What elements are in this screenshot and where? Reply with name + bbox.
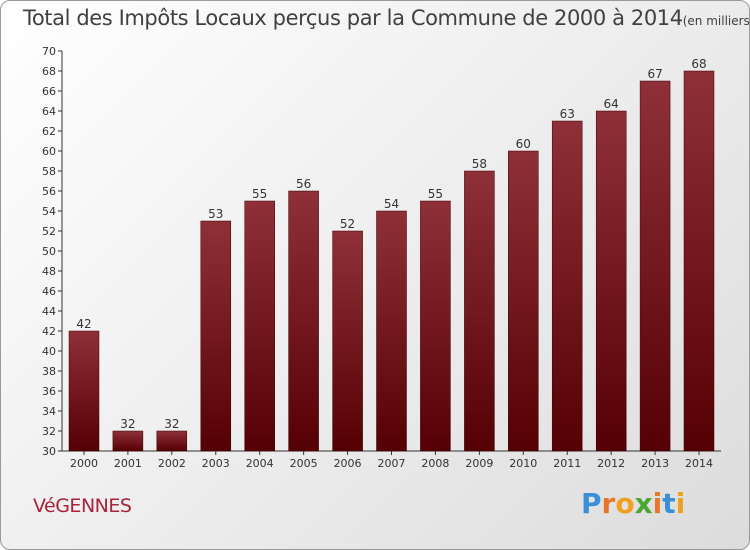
bar-2008	[420, 200, 451, 452]
brand-letter: t	[662, 487, 676, 520]
value-label-2010: 60	[516, 137, 531, 151]
y-tick-label: 38	[42, 365, 56, 378]
bar-2012	[595, 110, 627, 452]
x-tick-label-2009: 2009	[465, 457, 493, 470]
brand-letter: i	[652, 487, 663, 520]
bar-2005	[288, 190, 319, 452]
value-label-2012: 64	[604, 97, 619, 111]
value-label-2005: 56	[296, 177, 311, 191]
bar-2014	[683, 70, 715, 452]
value-label-2014: 68	[691, 57, 706, 71]
x-tick-label-2013: 2013	[641, 457, 669, 470]
y-tick-label: 42	[42, 325, 56, 338]
x-tick-label-2011: 2011	[553, 457, 581, 470]
chart-title-main: Total des Impôts Locaux perçus par la Co…	[23, 6, 683, 30]
y-tick-label: 34	[42, 405, 56, 418]
bar-2010	[508, 150, 539, 452]
y-tick-label: 46	[42, 285, 56, 298]
bar-2007	[376, 210, 407, 452]
value-label-2007: 54	[384, 197, 399, 211]
bar-2004	[244, 200, 275, 452]
value-label-2011: 63	[560, 107, 575, 121]
y-tick-label: 40	[42, 345, 56, 358]
value-label-2004: 55	[252, 187, 267, 201]
data-labels: 42 32 32 53 55 56 52 54 55 58 60 63 64 67 68	[76, 57, 706, 431]
brand-letter: x	[634, 487, 653, 520]
x-tick-label-2003: 2003	[202, 457, 230, 470]
bars	[68, 70, 715, 452]
value-label-2009: 58	[472, 157, 487, 171]
bar-2009	[464, 170, 495, 452]
y-tick-label: 60	[42, 145, 56, 158]
x-tick-label-2001: 2001	[114, 457, 142, 470]
x-tick-label-2004: 2004	[246, 457, 274, 470]
brand-letter: i	[675, 487, 686, 520]
value-label-2002: 32	[164, 417, 179, 431]
y-tick-label: 58	[42, 165, 56, 178]
value-label-2008: 55	[428, 187, 443, 201]
y-tick-label: 52	[42, 225, 56, 238]
x-tick-label-2008: 2008	[421, 457, 449, 470]
x-tick-label-2010: 2010	[509, 457, 537, 470]
y-tick-label: 50	[42, 245, 56, 258]
commune-name: VéGENNES	[33, 495, 132, 517]
y-tick-label: 36	[42, 385, 56, 398]
bar-2006	[332, 230, 363, 452]
y-tick-label: 64	[42, 105, 56, 118]
y-tick-label: 66	[42, 85, 56, 98]
y-tick-label: 44	[42, 305, 56, 318]
x-tick-label-2005: 2005	[290, 457, 318, 470]
brand-letter: r	[601, 487, 616, 520]
x-tick-label-2014: 2014	[685, 457, 713, 470]
brand-letter: o	[615, 487, 635, 520]
x-tick-label-2006: 2006	[334, 457, 362, 470]
value-label-2006: 52	[340, 217, 355, 231]
proxiti-logo: Proxiti	[581, 487, 685, 520]
x-tick-label-2002: 2002	[158, 457, 186, 470]
value-label-2003: 53	[208, 207, 223, 221]
chart-title: Total des Impôts Locaux perçus par la Co…	[23, 6, 750, 30]
bar-2001	[112, 430, 144, 452]
x-tick-label-2000: 2000	[70, 457, 98, 470]
y-tick-label: 30	[42, 445, 56, 458]
axes: 30 32 34 36 38 40 42 44 46 48 50 52 54 56 58 60 62 64 66 68…	[42, 45, 721, 470]
bar-2002	[156, 430, 188, 452]
x-tick-label-2012: 2012	[597, 457, 625, 470]
y-tick-label: 48	[42, 265, 56, 278]
chart-title-unit: (en milliers d'€)	[682, 14, 750, 28]
y-tick-label: 56	[42, 185, 56, 198]
y-tick-label: 68	[42, 65, 56, 78]
bar-2013	[639, 80, 671, 452]
value-label-2000: 42	[76, 317, 91, 331]
bar-2000	[68, 330, 100, 452]
y-tick-label: 32	[42, 425, 56, 438]
x-tick-label-2007: 2007	[378, 457, 406, 470]
value-label-2001: 32	[120, 417, 135, 431]
value-label-2013: 67	[647, 67, 662, 81]
y-tick-label: 54	[42, 205, 56, 218]
y-tick-label: 62	[42, 125, 56, 138]
brand-letter: P	[581, 487, 602, 520]
y-tick-label: 70	[42, 45, 56, 58]
bar-2003	[200, 220, 232, 452]
bar-2011	[551, 120, 583, 452]
